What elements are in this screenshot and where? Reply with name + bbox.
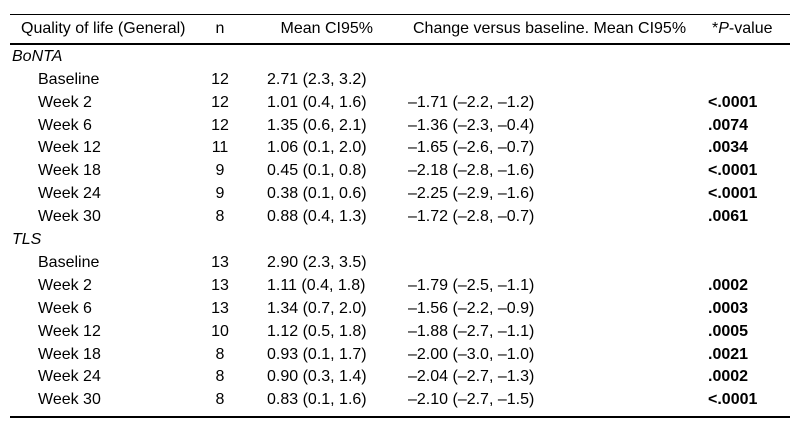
n-cell: 8 — [215, 391, 225, 409]
pvalue-cell: .0021 — [708, 345, 749, 363]
n-cell: 8 — [215, 208, 225, 226]
row-label-cell: Baseline — [38, 70, 100, 88]
row-label-cell: Week 12 — [38, 139, 101, 157]
table-group-row: TLS — [10, 229, 790, 252]
table-header-rule — [10, 42, 790, 46]
row-label-cell: Week 24 — [38, 368, 101, 386]
pvalue-cell: <.0001 — [708, 162, 758, 180]
row-label-cell: Baseline — [38, 253, 100, 271]
mean-cell: 0.45 (0.1, 0.8) — [267, 162, 367, 180]
p-value-star: * — [712, 20, 719, 38]
pvalue-cell: <.0001 — [708, 391, 758, 409]
column-header-quality-of-life: Quality of life (General) — [21, 20, 186, 38]
pvalue-cell: .0005 — [708, 322, 749, 340]
pvalue-cell: .0034 — [708, 139, 749, 157]
mean-cell: 2.90 (2.3, 3.5) — [267, 253, 367, 271]
change-cell: –1.65 (–2.6, –0.7) — [408, 139, 535, 157]
row-label-cell: Week 2 — [38, 276, 92, 294]
mean-cell: 1.01 (0.4, 1.6) — [267, 93, 367, 111]
mean-cell: 0.83 (0.1, 1.6) — [267, 391, 367, 409]
n-cell: 11 — [211, 139, 229, 157]
table-row: Week 2 13 1.11 (0.4, 1.8) –1.79 (–2.5, –… — [10, 274, 790, 297]
column-header-p-value: * P -value — [700, 21, 790, 37]
n-cell: 13 — [211, 299, 229, 317]
mean-cell: 0.88 (0.4, 1.3) — [267, 208, 367, 226]
row-label-cell: Week 30 — [38, 391, 101, 409]
row-label-cell: Week 30 — [38, 208, 101, 226]
table-row: Week 30 8 0.83 (0.1, 1.6) –2.10 (–2.7, –… — [10, 389, 790, 412]
table-row: Baseline 12 2.71 (2.3, 3.2) — [10, 68, 790, 91]
column-header-change-vs-baseline: Change versus baseline. Mean CI95% — [413, 20, 687, 38]
row-label-cell: Week 18 — [38, 162, 101, 180]
change-cell: –1.72 (–2.8, –0.7) — [408, 208, 535, 226]
column-header-n: n — [215, 20, 225, 38]
table-row: Week 12 10 1.12 (0.5, 1.8) –1.88 (–2.7, … — [10, 320, 790, 343]
pvalue-cell: <.0001 — [708, 185, 758, 203]
row-label-cell: Week 2 — [38, 93, 92, 111]
row-label-cell: Week 6 — [38, 299, 92, 317]
change-cell: –2.18 (–2.8, –1.6) — [408, 162, 535, 180]
mean-cell: 0.38 (0.1, 0.6) — [267, 185, 367, 203]
pvalue-cell: .0074 — [708, 116, 749, 134]
change-cell: –2.04 (–2.7, –1.3) — [408, 368, 535, 386]
data-table: Quality of life (General) n Mean CI95% C… — [10, 14, 790, 418]
table-row: Week 30 8 0.88 (0.4, 1.3) –1.72 (–2.8, –… — [10, 206, 790, 229]
table-row: Week 2 12 1.01 (0.4, 1.6) –1.71 (–2.2, –… — [10, 91, 790, 114]
change-cell: –2.00 (–3.0, –1.0) — [408, 345, 535, 363]
table-row: Week 6 12 1.35 (0.6, 2.1) –1.36 (–2.3, –… — [10, 114, 790, 137]
pvalue-cell: .0003 — [708, 299, 749, 317]
row-label-cell: Week 18 — [38, 345, 101, 363]
table-bottom-rule — [10, 416, 790, 418]
mean-cell: 2.71 (2.3, 3.2) — [267, 70, 367, 88]
column-header-mean-ci95: Mean CI95% — [280, 20, 374, 38]
mean-cell: 1.35 (0.6, 2.1) — [267, 116, 367, 134]
row-label-cell: Week 12 — [38, 322, 101, 340]
table-row: Week 18 9 0.45 (0.1, 0.8) –2.18 (–2.8, –… — [10, 160, 790, 183]
n-cell: 12 — [211, 70, 229, 88]
mean-cell: 1.12 (0.5, 1.8) — [267, 322, 367, 340]
p-value-p: P — [718, 20, 729, 38]
change-cell: –1.79 (–2.5, –1.1) — [408, 276, 535, 294]
mean-cell: 0.93 (0.1, 1.7) — [267, 345, 367, 363]
n-cell: 9 — [215, 162, 225, 180]
table-top-rule — [10, 14, 790, 16]
table-row: Week 24 8 0.90 (0.3, 1.4) –2.04 (–2.7, –… — [10, 366, 790, 389]
n-cell: 10 — [211, 322, 229, 340]
n-cell: 8 — [215, 345, 225, 363]
n-cell: 12 — [211, 116, 229, 134]
mean-cell: 1.34 (0.7, 2.0) — [267, 299, 367, 317]
p-value-suffix: -value — [728, 20, 773, 38]
group-label-cell: TLS — [12, 231, 42, 249]
mean-cell: 1.11 (0.4, 1.8) — [267, 276, 366, 294]
mean-cell: 1.06 (0.1, 2.0) — [267, 139, 367, 157]
change-cell: –1.88 (–2.7, –1.1) — [408, 322, 535, 340]
change-cell: –2.10 (–2.7, –1.5) — [408, 391, 535, 409]
n-cell: 13 — [211, 276, 229, 294]
n-cell: 9 — [215, 185, 225, 203]
table-group-row: BoNTA — [10, 45, 790, 68]
change-cell: –1.36 (–2.3, –0.4) — [408, 116, 535, 134]
table-row: Week 18 8 0.93 (0.1, 1.7) –2.00 (–3.0, –… — [10, 343, 790, 366]
n-cell: 8 — [215, 368, 225, 386]
n-cell: 12 — [211, 93, 229, 111]
table-row: Week 6 13 1.34 (0.7, 2.0) –1.56 (–2.2, –… — [10, 297, 790, 320]
table-row: Week 12 11 1.06 (0.1, 2.0) –1.65 (–2.6, … — [10, 137, 790, 160]
mean-cell: 0.90 (0.3, 1.4) — [267, 368, 367, 386]
change-cell: –1.56 (–2.2, –0.9) — [408, 299, 535, 317]
pvalue-cell: .0061 — [708, 208, 749, 226]
change-cell: –2.25 (–2.9, –1.6) — [408, 185, 535, 203]
group-label-cell: BoNTA — [12, 47, 63, 65]
row-label-cell: Week 6 — [38, 116, 92, 134]
change-cell: –1.71 (–2.2, –1.2) — [408, 93, 535, 111]
row-label-cell: Week 24 — [38, 185, 101, 203]
pvalue-cell: .0002 — [708, 276, 749, 294]
pvalue-cell: <.0001 — [708, 93, 758, 111]
pvalue-cell: .0002 — [708, 368, 749, 386]
table-header-row: Quality of life (General) n Mean CI95% C… — [10, 15, 790, 43]
table-row: Baseline 13 2.90 (2.3, 3.5) — [10, 252, 790, 275]
table-row: Week 24 9 0.38 (0.1, 0.6) –2.25 (–2.9, –… — [10, 183, 790, 206]
n-cell: 13 — [211, 253, 229, 271]
